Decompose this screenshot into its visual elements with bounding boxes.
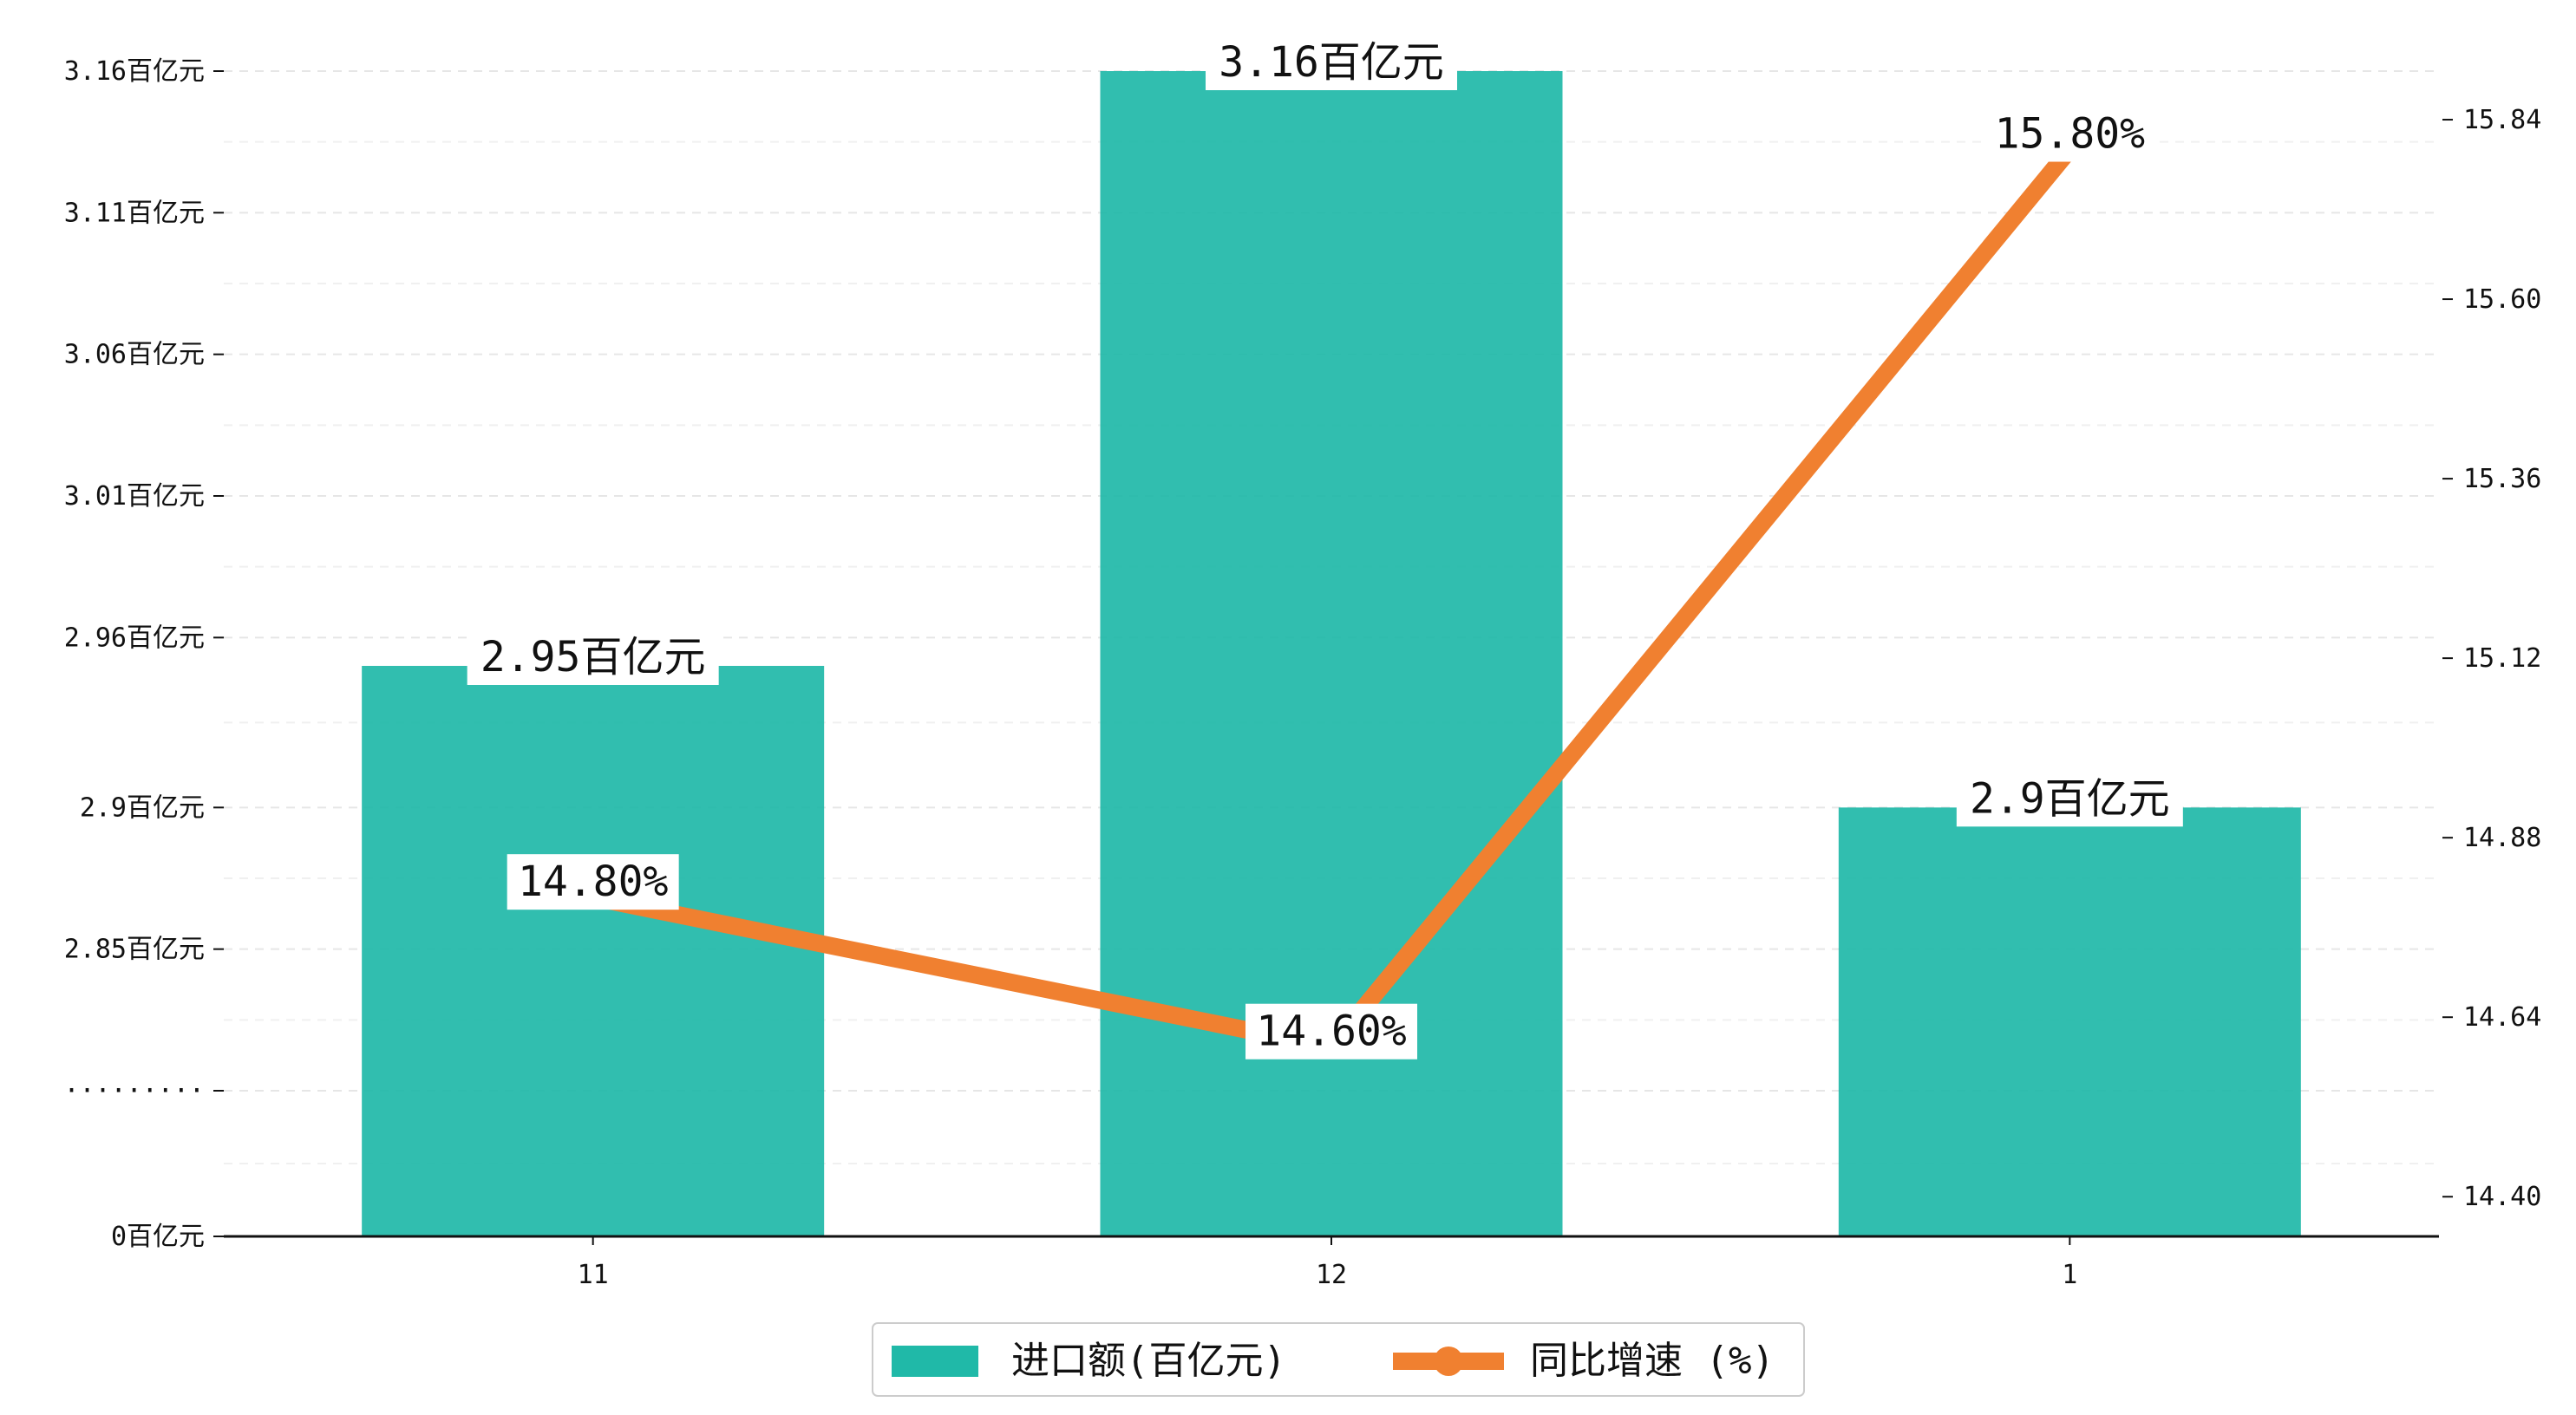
bar-value-label: 2.95百亿元 bbox=[481, 633, 706, 681]
bar-value-label: 2.9百亿元 bbox=[1970, 774, 2170, 823]
line-value-label: 14.60% bbox=[1256, 1007, 1406, 1056]
y-left-tick-label: 3.06百亿元 bbox=[64, 340, 205, 370]
line-value-label: 15.80% bbox=[1995, 110, 2145, 159]
y-right-tick-label: 14.88 bbox=[2463, 823, 2541, 853]
y-left-tick-label: 2.96百亿元 bbox=[64, 623, 205, 653]
y-left-tick-label: 3.16百亿元 bbox=[64, 56, 205, 87]
legend-swatch-bar bbox=[892, 1346, 978, 1377]
y-right-tick-label: 15.36 bbox=[2463, 464, 2541, 494]
y-left-tick-label: 3.01百亿元 bbox=[64, 481, 205, 512]
x-tick-label: 1 bbox=[2062, 1260, 2077, 1290]
bar-value-label: 3.16百亿元 bbox=[1219, 38, 1444, 87]
bar-value-label-box bbox=[1956, 771, 2183, 827]
y-right-tick-label: 14.64 bbox=[2463, 1002, 2541, 1033]
y-right-tick-label: 15.60 bbox=[2463, 284, 2541, 315]
y-left-tick-label: ········· bbox=[63, 1076, 205, 1106]
y-right-tick-label: 15.12 bbox=[2463, 643, 2541, 674]
x-tick-label: 11 bbox=[578, 1260, 609, 1290]
bar-value-label-box bbox=[1206, 35, 1457, 90]
x-tick-label: 12 bbox=[1316, 1260, 1347, 1290]
line-value-label-box bbox=[1984, 106, 2156, 162]
bar-12 bbox=[1100, 71, 1563, 1236]
y-left-tick-label: 2.9百亿元 bbox=[80, 792, 205, 823]
axes-layer: 0百亿元 ········· 2.85百亿元 2.9百亿元 2.96百亿元 3.01百亿元… bbox=[63, 56, 2541, 1290]
line-value-label-box bbox=[507, 854, 679, 910]
bar-layer bbox=[362, 71, 2301, 1236]
bar-11 bbox=[362, 666, 825, 1236]
legend-label-bar: 进口额(百亿元) bbox=[1011, 1339, 1286, 1383]
y-left-tick-label: 3.11百亿元 bbox=[64, 198, 205, 228]
data-label-layer: 2.95百亿元 3.16百亿元 2.9百亿元 14.80% 14.60% 15.80% bbox=[467, 35, 2183, 1060]
bar-1 bbox=[1838, 807, 2301, 1236]
bar-value-label-box bbox=[467, 629, 719, 685]
y-left-tick-label: 2.85百亿元 bbox=[64, 935, 205, 965]
y-right-tick-label: 14.40 bbox=[2463, 1182, 2541, 1212]
line-value-label: 14.80% bbox=[518, 857, 668, 906]
y-right-tick-label: 15.84 bbox=[2463, 105, 2541, 135]
y-left-tick-label: 0百亿元 bbox=[111, 1222, 205, 1252]
line-value-label-box bbox=[1246, 1003, 1417, 1060]
legend-marker bbox=[1434, 1347, 1463, 1376]
legend: 进口额(百亿元) 同比增速 (%) bbox=[872, 1322, 1805, 1397]
legend-label-line: 同比增速 (%) bbox=[1530, 1339, 1775, 1383]
legend-box bbox=[872, 1322, 1805, 1397]
